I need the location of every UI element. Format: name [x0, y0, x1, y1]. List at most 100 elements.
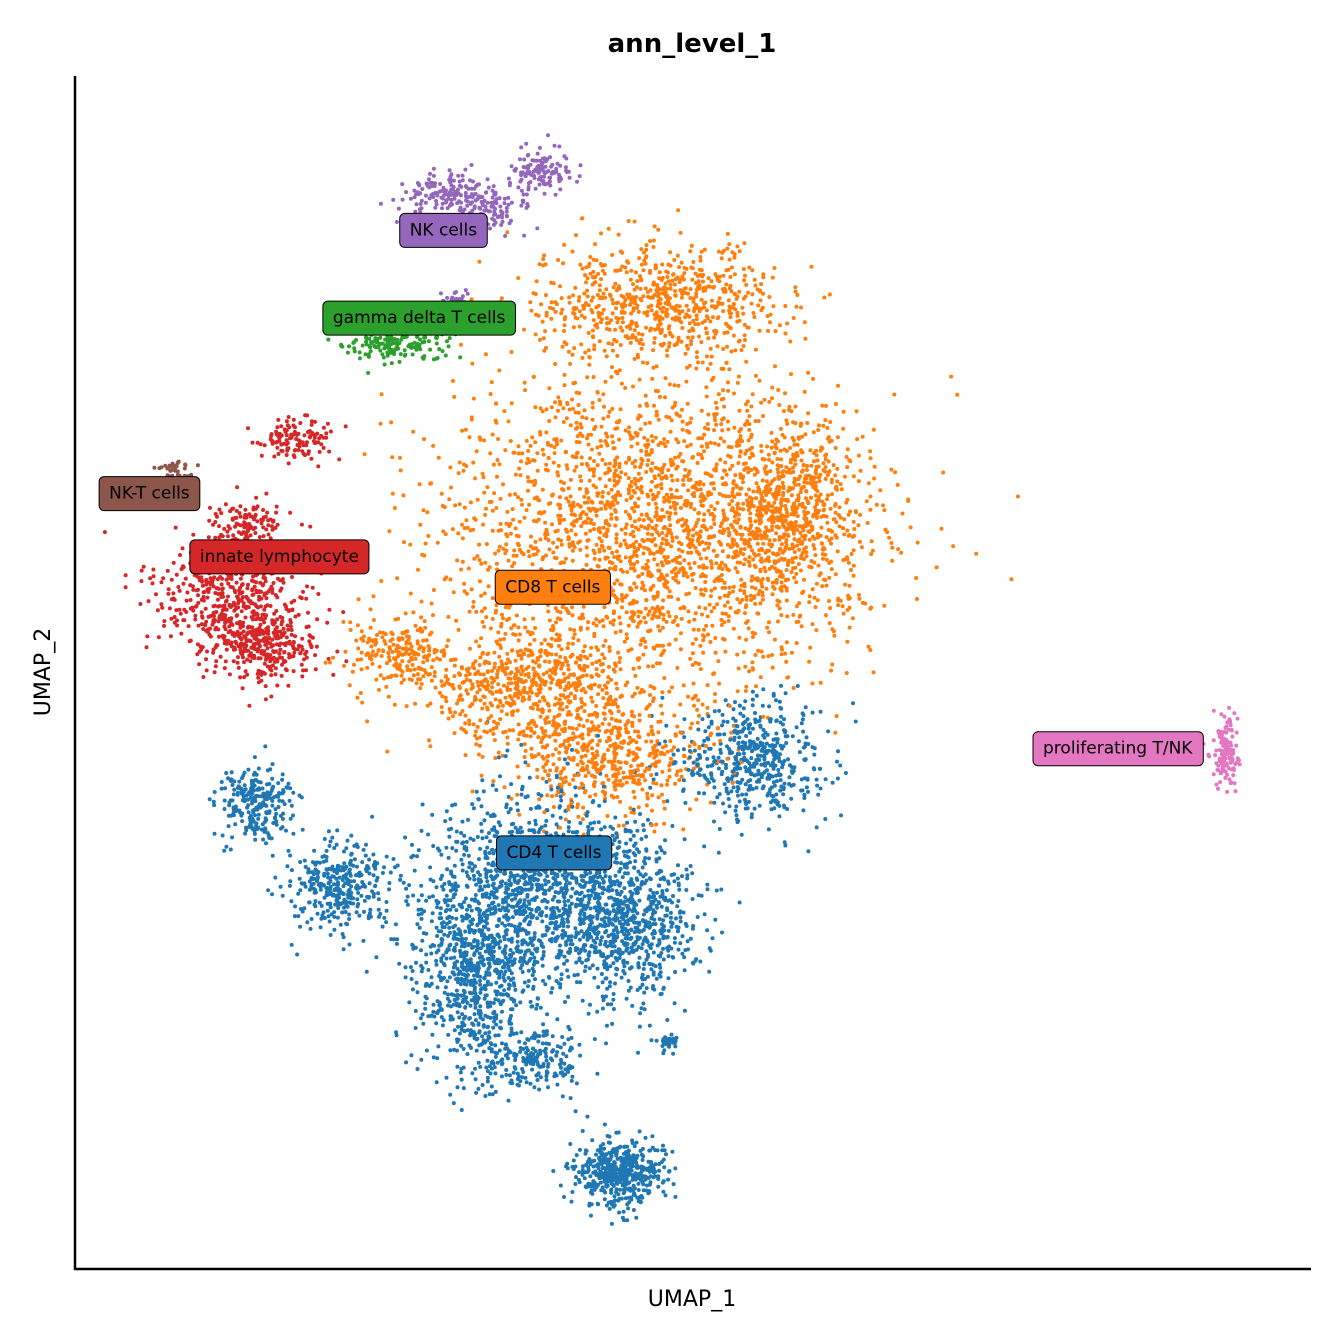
data-point: [735, 244, 740, 249]
data-point: [139, 568, 144, 573]
data-point: [558, 985, 563, 990]
data-point: [1211, 738, 1216, 743]
data-point: [664, 538, 669, 543]
data-point: [464, 688, 469, 693]
data-point: [673, 1166, 678, 1171]
data-point: [713, 699, 717, 704]
data-point: [496, 820, 501, 825]
data-point: [727, 585, 732, 590]
data-point: [665, 749, 670, 754]
data-point: [712, 819, 716, 824]
data-point: [291, 790, 296, 795]
data-point: [526, 653, 531, 658]
data-point: [657, 917, 662, 922]
data-point: [543, 878, 547, 883]
data-point: [510, 507, 515, 512]
data-point: [367, 881, 372, 886]
data-point: [450, 846, 455, 851]
data-point: [621, 823, 626, 828]
data-point: [601, 291, 606, 296]
data-point: [471, 460, 476, 465]
data-point: [821, 556, 825, 561]
data-point: [599, 506, 604, 511]
data-point: [735, 543, 740, 548]
data-point: [682, 558, 687, 563]
data-point: [688, 936, 693, 941]
data-point: [636, 1181, 641, 1186]
data-point: [841, 426, 846, 431]
data-point: [650, 376, 655, 381]
data-point: [497, 945, 502, 950]
data-point: [167, 606, 172, 611]
data-point: [723, 460, 728, 465]
data-point: [377, 914, 381, 919]
data-point: [586, 732, 591, 737]
data-point: [589, 720, 594, 725]
data-point: [462, 505, 467, 510]
data-point: [637, 955, 642, 960]
data-point: [591, 621, 596, 626]
data-point: [609, 793, 614, 798]
data-point: [746, 438, 751, 443]
data-point: [266, 523, 271, 528]
data-point: [843, 771, 848, 775]
data-point: [659, 783, 664, 788]
data-point: [477, 644, 482, 649]
data-point: [483, 851, 488, 856]
data-point: [704, 441, 709, 446]
data-point: [676, 748, 680, 753]
data-point: [563, 775, 568, 780]
data-point: [240, 819, 245, 824]
data-point: [277, 439, 282, 444]
data-point: [379, 654, 384, 658]
data-point: [243, 507, 248, 512]
data-point: [488, 839, 492, 844]
data-point: [613, 949, 618, 954]
data-point: [293, 425, 297, 430]
data-point: [448, 817, 453, 821]
data-point: [270, 590, 275, 595]
data-point: [523, 388, 527, 393]
data-point: [636, 805, 641, 810]
data-point: [343, 649, 348, 654]
data-point: [316, 464, 321, 469]
data-point: [802, 320, 807, 325]
data-point: [634, 773, 639, 778]
data-point: [646, 558, 650, 563]
data-point: [530, 973, 535, 978]
data-point: [490, 669, 494, 673]
data-point: [565, 466, 570, 471]
data-point: [804, 735, 809, 740]
data-point: [694, 317, 699, 322]
data-point: [145, 634, 150, 639]
data-point: [445, 979, 450, 984]
data-point: [532, 637, 537, 642]
data-point: [342, 849, 346, 854]
data-point: [685, 574, 690, 579]
data-point: [644, 449, 649, 454]
data-point: [600, 687, 605, 692]
data-point: [583, 273, 588, 278]
data-point: [651, 777, 656, 782]
data-point: [613, 815, 618, 820]
data-point: [430, 1032, 435, 1037]
data-point: [1231, 773, 1236, 778]
data-point: [667, 341, 672, 346]
data-point: [663, 558, 668, 563]
data-point: [293, 634, 298, 639]
data-point: [573, 1109, 578, 1114]
data-point: [610, 342, 615, 347]
data-point: [775, 619, 780, 624]
data-point: [1227, 705, 1231, 710]
data-point: [799, 305, 803, 310]
data-point: [667, 589, 672, 594]
data-point: [466, 853, 471, 858]
data-point: [378, 911, 383, 916]
data-point: [497, 544, 502, 549]
data-point: [484, 721, 489, 726]
data-point: [562, 323, 567, 328]
data-point: [496, 750, 501, 755]
data-point: [309, 419, 314, 424]
data-point: [795, 684, 800, 688]
data-point: [629, 764, 633, 769]
